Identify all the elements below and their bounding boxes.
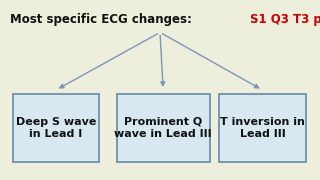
Text: Most specific ECG changes:: Most specific ECG changes: <box>10 13 196 26</box>
Text: T inversion in
Lead III: T inversion in Lead III <box>220 117 305 139</box>
Text: S1 Q3 T3 pattern: S1 Q3 T3 pattern <box>250 13 320 26</box>
FancyBboxPatch shape <box>219 94 306 162</box>
FancyBboxPatch shape <box>13 94 99 162</box>
Text: Deep S wave
in Lead I: Deep S wave in Lead I <box>16 117 96 139</box>
Text: Prominent Q
wave in Lead III: Prominent Q wave in Lead III <box>114 117 212 139</box>
FancyBboxPatch shape <box>117 94 210 162</box>
